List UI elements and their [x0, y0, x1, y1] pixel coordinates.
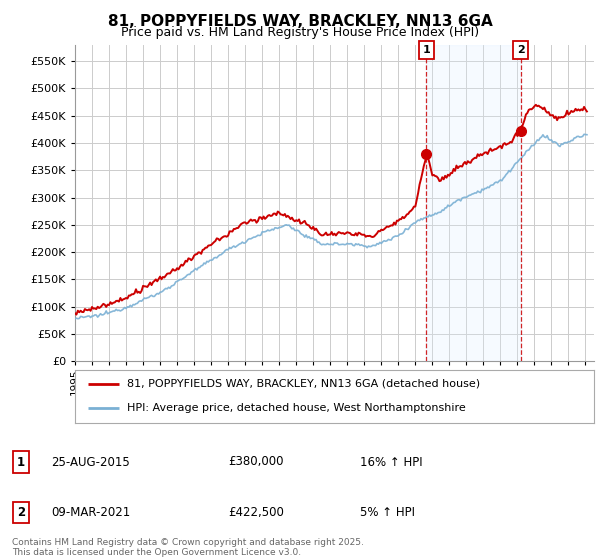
Text: 81, POPPYFIELDS WAY, BRACKLEY, NN13 6GA: 81, POPPYFIELDS WAY, BRACKLEY, NN13 6GA	[107, 14, 493, 29]
Bar	[427, 45, 521, 361]
Text: 5% ↑ HPI: 5% ↑ HPI	[360, 506, 415, 519]
Text: 16% ↑ HPI: 16% ↑ HPI	[360, 455, 422, 469]
Text: 2: 2	[17, 506, 25, 519]
Text: HPI: Average price, detached house, West Northamptonshire: HPI: Average price, detached house, West…	[127, 403, 466, 413]
Text: 2: 2	[517, 45, 524, 55]
Text: Contains HM Land Registry data © Crown copyright and database right 2025.
This d: Contains HM Land Registry data © Crown c…	[12, 538, 364, 557]
Text: £380,000: £380,000	[228, 455, 284, 469]
Text: 1: 1	[422, 45, 430, 55]
Text: 81, POPPYFIELDS WAY, BRACKLEY, NN13 6GA (detached house): 81, POPPYFIELDS WAY, BRACKLEY, NN13 6GA …	[127, 379, 480, 389]
Text: 1: 1	[17, 455, 25, 469]
Text: Price paid vs. HM Land Registry's House Price Index (HPI): Price paid vs. HM Land Registry's House …	[121, 26, 479, 39]
Text: 25-AUG-2015: 25-AUG-2015	[51, 455, 130, 469]
Text: 09-MAR-2021: 09-MAR-2021	[51, 506, 130, 519]
Text: £422,500: £422,500	[228, 506, 284, 519]
